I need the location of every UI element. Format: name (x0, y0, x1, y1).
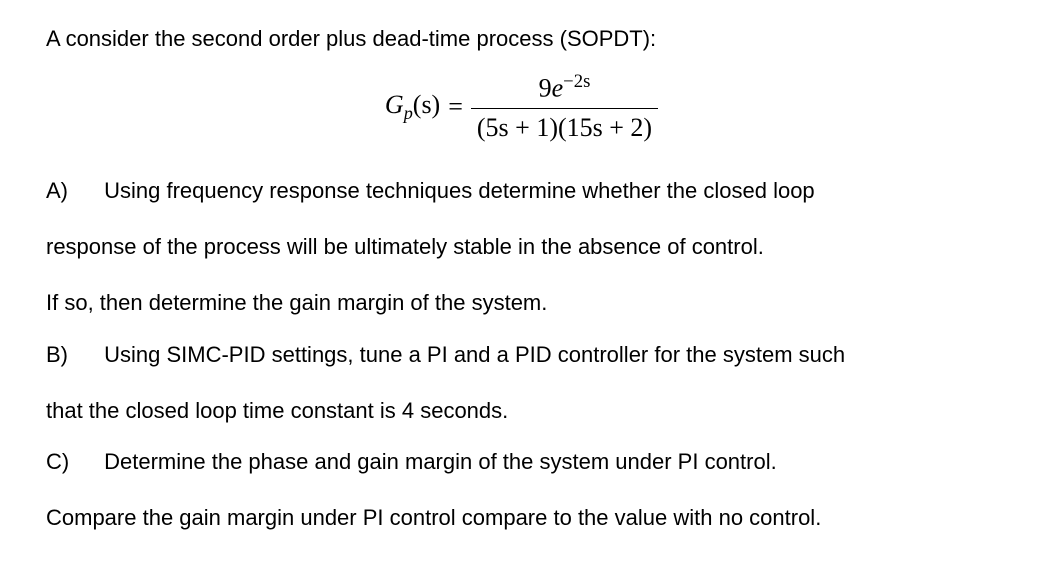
part-a-line1: A) Using frequency response techniques d… (46, 170, 997, 212)
part-a-line2: response of the process will be ultimate… (46, 226, 997, 268)
part-c-line2: Compare the gain margin under PI control… (46, 497, 997, 539)
equation-inline: Gp(s) = 9e−2s (5s + 1)(15s + 2) (385, 70, 658, 145)
part-b-line1: B) Using SIMC-PID settings, tune a PI an… (46, 334, 997, 376)
num-e: e (552, 73, 564, 102)
num-coeff: 9 (539, 73, 552, 102)
fraction-bar (471, 108, 658, 109)
transfer-function-equation: Gp(s) = 9e−2s (5s + 1)(15s + 2) (46, 70, 997, 145)
equation-lhs: Gp(s) (385, 90, 440, 124)
problem-page: A consider the second order plus dead-ti… (0, 0, 1037, 567)
numerator: 9e−2s (533, 70, 597, 105)
denominator: (5s + 1)(15s + 2) (471, 112, 658, 145)
equals-sign: = (448, 92, 463, 122)
part-c-line1: C) Determine the phase and gain margin o… (46, 441, 997, 483)
part-a-line3: If so, then determine the gain margin of… (46, 282, 997, 324)
intro-text: A consider the second order plus dead-ti… (46, 18, 997, 60)
lhs-symbol: G (385, 90, 404, 119)
part-b-label: B) (46, 334, 98, 376)
part-b-line2: that the closed loop time constant is 4 … (46, 390, 997, 432)
part-a-text1: Using frequency response techniques dete… (104, 178, 815, 203)
part-b-text1: Using SIMC-PID settings, tune a PI and a… (104, 342, 845, 367)
part-c-text1: Determine the phase and gain margin of t… (104, 449, 777, 474)
part-a-label: A) (46, 170, 98, 212)
num-exponent: −2s (563, 71, 590, 92)
lhs-arg: (s) (413, 90, 440, 119)
lhs-subscript: p (404, 103, 413, 123)
fraction: 9e−2s (5s + 1)(15s + 2) (471, 70, 658, 145)
part-c-label: C) (46, 441, 98, 483)
